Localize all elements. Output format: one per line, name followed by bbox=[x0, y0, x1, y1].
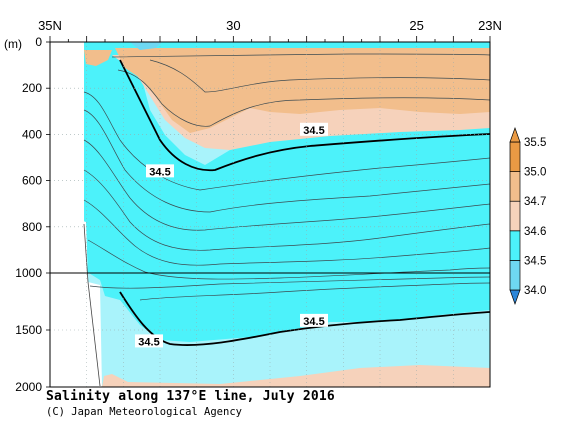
contour-label: 34.5 bbox=[146, 164, 174, 178]
x-tick-label: 35N bbox=[38, 18, 62, 33]
contour-label: 34.5 bbox=[300, 313, 328, 328]
y-tick-label: 0 bbox=[35, 35, 42, 49]
fill-bottom-patch bbox=[102, 365, 490, 387]
y-axis: 0 200 400 600 800 1000 1500 2000 bbox=[15, 35, 50, 394]
colorbar-segment bbox=[509, 200, 521, 232]
x-tick-label: 23N bbox=[478, 18, 502, 33]
contour-line bbox=[83, 109, 491, 213]
x-axis: 35N 30 25 23N bbox=[38, 18, 502, 42]
contour-label-box bbox=[146, 164, 174, 178]
thin-contours bbox=[83, 53, 491, 301]
contour-label-text: 34.5 bbox=[303, 316, 324, 328]
contour-line bbox=[89, 276, 491, 289]
y-tick-label: 800 bbox=[22, 220, 42, 234]
colorbar-segment bbox=[509, 289, 521, 306]
colorbar-label: 34.6 bbox=[524, 226, 546, 238]
contour-line bbox=[117, 69, 491, 127]
contour-line bbox=[83, 199, 491, 266]
depth-unit-label: (m) bbox=[4, 37, 22, 51]
contour-label-text: 34.5 bbox=[303, 125, 324, 137]
x-tick-label: 25 bbox=[409, 18, 423, 33]
fill-surface-freshwater bbox=[130, 42, 162, 50]
grid-lines bbox=[50, 42, 490, 387]
colorbar-segment bbox=[509, 230, 521, 261]
contour-label-box bbox=[135, 334, 163, 348]
contour-label-text: 34.5 bbox=[138, 336, 159, 348]
contour-line bbox=[87, 239, 491, 280]
contour-line bbox=[149, 59, 491, 93]
contour-label-box bbox=[300, 122, 328, 136]
y-tick-label: 1500 bbox=[15, 323, 42, 337]
colorbar-label: 34.0 bbox=[524, 285, 546, 297]
colorbar: 34.0 34.5 34.6 34.7 35.0 35.5 bbox=[509, 126, 546, 306]
y-tick-label: 1000 bbox=[15, 266, 42, 280]
contour-label-box bbox=[300, 313, 328, 327]
contour-label-text: 34.5 bbox=[149, 166, 170, 178]
y-tick-label: 200 bbox=[22, 81, 42, 95]
contour-line bbox=[139, 282, 491, 301]
colorbar-segment bbox=[509, 260, 521, 291]
x-tick-label: 30 bbox=[226, 18, 240, 33]
contour-label: 34.5 bbox=[300, 122, 328, 137]
fill-orange-core bbox=[115, 48, 490, 133]
colorbar-label: 35.5 bbox=[524, 137, 546, 149]
colorbar-segment bbox=[509, 171, 521, 202]
y-tick-label: 2000 bbox=[15, 380, 42, 394]
y-tick-label: 400 bbox=[22, 127, 42, 141]
contour-line bbox=[83, 169, 491, 251]
fill-coastal-patch bbox=[84, 50, 112, 66]
colorbar-segment bbox=[509, 141, 521, 172]
chart-credit: (C) Japan Meteorological Agency bbox=[46, 406, 242, 418]
colorbar-label: 34.7 bbox=[524, 196, 546, 208]
coastal-blank-area bbox=[50, 42, 102, 387]
contour-line bbox=[83, 91, 491, 191]
salinity-fill-layer bbox=[50, 42, 490, 387]
colorbar-label: 34.5 bbox=[524, 255, 546, 267]
contour-labels: 34.5 34.5 34.5 34.5 bbox=[135, 122, 328, 348]
colorbar-label: 35.0 bbox=[524, 167, 546, 179]
chart-title: Salinity along 137°E line, July 2016 bbox=[46, 389, 335, 404]
contour-line bbox=[83, 139, 491, 231]
contour-line bbox=[111, 53, 491, 58]
colorbar-segment bbox=[509, 126, 521, 143]
slope-line bbox=[83, 223, 101, 387]
contour-34-5-upper bbox=[119, 59, 491, 172]
contour-label: 34.5 bbox=[135, 334, 163, 348]
y-tick-label: 600 bbox=[22, 174, 42, 188]
